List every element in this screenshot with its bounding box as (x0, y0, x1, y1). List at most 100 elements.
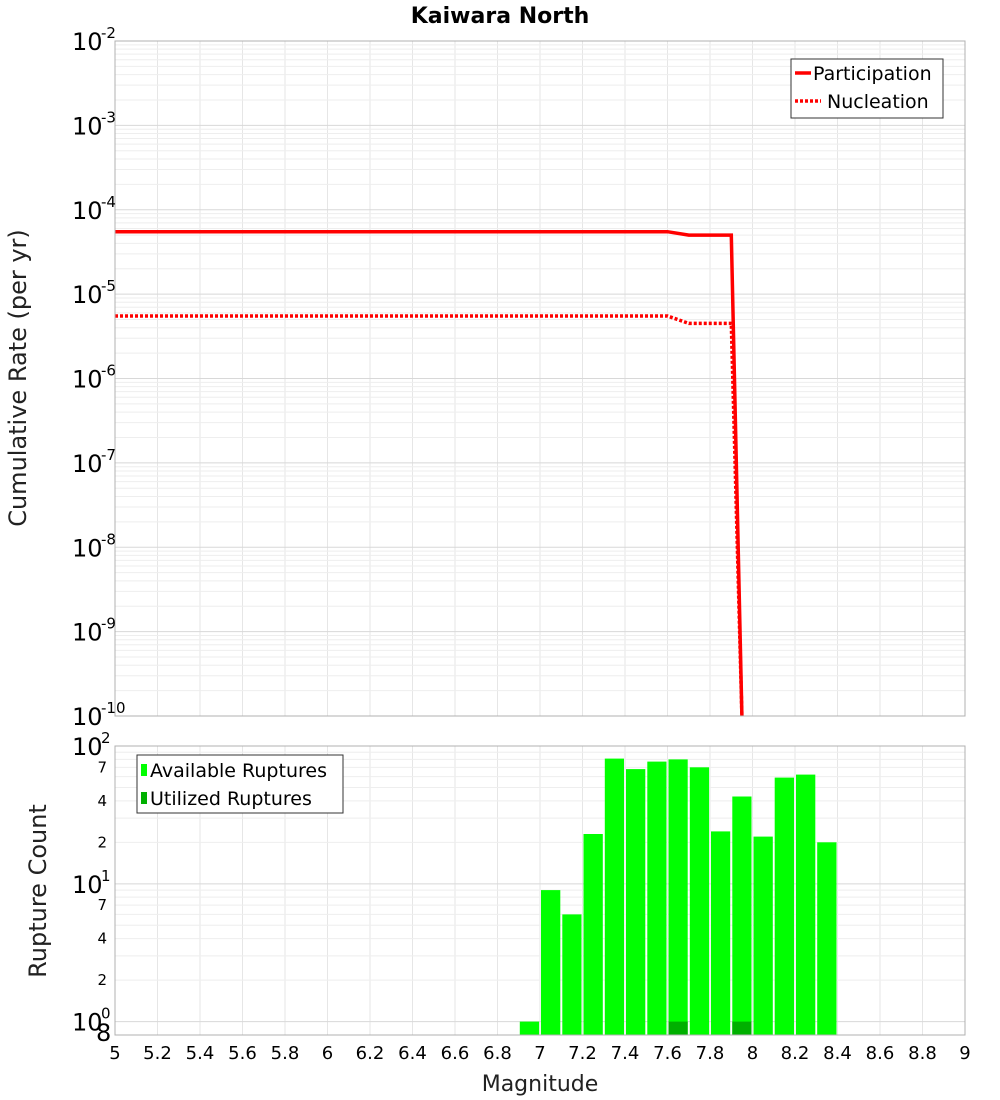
utilized-rupture-bar (732, 1021, 752, 1035)
utilized-legend-swatch (141, 792, 147, 804)
x-tick-label: 6.8 (483, 1043, 512, 1064)
top-grid (114, 41, 966, 717)
available-legend-swatch (141, 764, 147, 776)
top-series (115, 229, 744, 717)
top-y-tick-base: 10 (72, 112, 103, 140)
top-y-tick-label: 10-7 (72, 446, 116, 478)
available-legend-label: Available Ruptures (150, 760, 327, 782)
top-y-tick-exponent: -7 (101, 446, 116, 464)
nucleation-line (115, 314, 744, 717)
bottom-legend-box (136, 754, 344, 814)
bottom-y-tick-exponent: 0 (101, 1005, 111, 1023)
top-legend: Participation Nucleation (790, 58, 944, 119)
bottom-y-tick-label: 102 (72, 729, 111, 761)
top-y-tick-base: 10 (72, 450, 103, 478)
x-ticks: 5 5.2 5.4 5.6 5.8 6 6.2 6.4 6.6 6.8 7 7.2 7.4 7.6 7.8 8… (109, 1043, 970, 1064)
x-tick-label: 8.8 (908, 1043, 937, 1064)
x-tick-label: 5.2 (143, 1043, 172, 1064)
top-y-tick-base: 10 (72, 619, 103, 647)
available-rupture-bar (604, 758, 624, 1035)
bottom-y-minor-tick-label: 7 (97, 896, 107, 914)
available-rupture-bar (689, 767, 710, 1035)
x-tick-label: 8.6 (866, 1043, 895, 1064)
top-y-tick-exponent: -3 (101, 108, 116, 126)
utilized-rupture-bar (668, 1021, 688, 1035)
available-rupture-bar (541, 890, 561, 1035)
available-rupture-bar (753, 836, 773, 1035)
available-rupture-bar (626, 769, 646, 1035)
top-y-tick-label: 10-3 (72, 108, 116, 140)
x-tick-label: 8.2 (781, 1043, 810, 1064)
available-rupture-bar (796, 774, 816, 1035)
nucleation-legend-label: Nucleation (827, 91, 929, 113)
top-y-tick-label: 10-4 (72, 193, 116, 225)
bottom-y-tick-exponent: 2 (101, 729, 111, 747)
top-y-tick-label: 10-2 (72, 24, 116, 56)
bottom-y-axis-label: Rupture Count (24, 804, 52, 978)
top-y-tick-label: 10-5 (72, 277, 116, 309)
x-tick-label: 5 (109, 1043, 120, 1064)
x-tick-label: 7.4 (611, 1043, 640, 1064)
available-rupture-bar (774, 777, 794, 1035)
top-y-tick-label: 10-6 (72, 362, 116, 394)
top-y-tick-base: 10 (72, 703, 103, 731)
bottom-frame (114, 745, 966, 1036)
top-y-tick-exponent: -6 (101, 362, 116, 380)
top-y-tick-exponent: -5 (101, 277, 116, 295)
x-tick-label: 8 (747, 1043, 758, 1064)
bottom-legend: Available Ruptures Utilized Ruptures (136, 754, 344, 814)
bottom-y-tick-label: 101 (72, 867, 111, 899)
top-y-tick-base: 10 (72, 534, 103, 562)
bottom-y-minor-tick-label: 4 (97, 930, 107, 948)
top-y-tick-label: 10-10 (72, 699, 126, 731)
bottom-y-tick-base: 10 (72, 733, 103, 761)
x-tick-label: 6.4 (398, 1043, 427, 1064)
top-y-tick-base: 10 (72, 281, 103, 309)
bottom-y-minor-tick-label: 2 (97, 833, 107, 851)
bottom-y-axis-floor-label: 8 (96, 1019, 111, 1047)
available-rupture-bar (668, 759, 688, 1035)
x-tick-label: 7.6 (653, 1043, 682, 1064)
x-tick-label: 6.6 (441, 1043, 470, 1064)
available-rupture-bar (647, 761, 667, 1035)
available-rupture-bar (711, 831, 731, 1035)
bottom-y-tick-label: 100 (72, 1005, 111, 1037)
available-rupture-bar (817, 842, 837, 1035)
top-y-axis-label: Cumulative Rate (per yr) (4, 229, 32, 527)
x-tick-label: 9 (959, 1043, 970, 1064)
chart-title: Kaiwara North (411, 4, 590, 29)
top-y-tick-base: 10 (72, 366, 103, 394)
top-y-tick-base: 10 (72, 28, 103, 56)
bottom-y-minor-tick-label: 2 (97, 971, 107, 989)
top-y-tick-label: 10-8 (72, 530, 116, 562)
x-tick-label: 6 (322, 1043, 333, 1064)
bottom-y-tick-base: 10 (72, 1009, 103, 1037)
bottom-y-minor-tick-label: 7 (97, 758, 107, 776)
available-rupture-bar (732, 796, 752, 1035)
bottom-y-tick-base: 10 (72, 871, 103, 899)
top-y-tick-exponent: -2 (101, 24, 116, 42)
x-tick-label: 6.2 (356, 1043, 385, 1064)
x-tick-label: 7 (534, 1043, 545, 1064)
participation-legend-label: Participation (813, 63, 932, 85)
participation-line (115, 229, 744, 717)
top-y-tick-exponent: -10 (101, 699, 126, 717)
x-tick-label: 8.4 (823, 1043, 852, 1064)
x-tick-label: 5.4 (186, 1043, 215, 1064)
x-tick-label: 5.6 (228, 1043, 257, 1064)
top-y-tick-exponent: -9 (101, 615, 116, 633)
available-rupture-bar (562, 914, 582, 1035)
available-rupture-bar (519, 1021, 540, 1035)
available-rupture-bar (583, 834, 603, 1035)
x-tick-label: 7.8 (696, 1043, 725, 1064)
x-tick-label: 7.2 (568, 1043, 597, 1064)
bottom-y-tick-exponent: 1 (101, 867, 111, 885)
top-legend-box (790, 58, 944, 119)
utilized-legend-label: Utilized Ruptures (150, 788, 312, 810)
top-y-tick-base: 10 (72, 197, 103, 225)
